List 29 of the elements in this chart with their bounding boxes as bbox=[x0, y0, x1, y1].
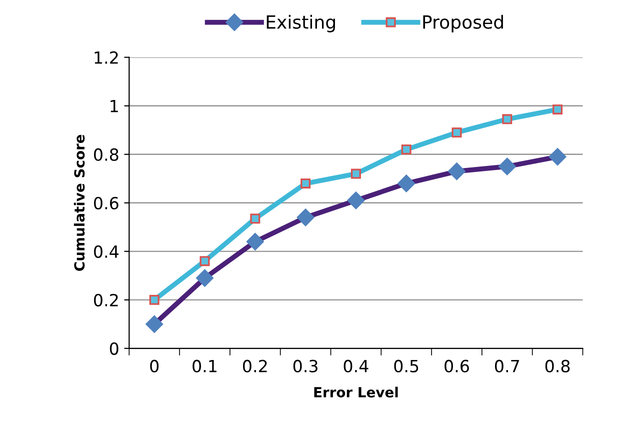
x-tick-label: 0.1 bbox=[192, 360, 216, 372]
point bbox=[149, 294, 160, 305]
point bbox=[502, 114, 512, 124]
x-tick-label: 0.2 bbox=[242, 360, 267, 372]
point bbox=[401, 144, 412, 154]
x-tick-label: 0.5 bbox=[394, 360, 418, 372]
y-tick-label: 1.2 bbox=[94, 51, 118, 64]
point bbox=[552, 104, 563, 114]
legend-label: Existing bbox=[266, 14, 335, 32]
point bbox=[300, 178, 311, 188]
point bbox=[350, 168, 361, 179]
y-axis-title: Cumulative Score bbox=[74, 134, 85, 271]
x-tick-label: 0.6 bbox=[444, 360, 469, 372]
y-tick-label: 0.4 bbox=[94, 245, 118, 258]
x-tick-label: 0.4 bbox=[344, 360, 368, 372]
legend-label: Proposed bbox=[423, 14, 503, 32]
x-tick-label: 0 bbox=[150, 360, 159, 372]
x-tick-label: 0.3 bbox=[293, 360, 318, 372]
point bbox=[200, 256, 210, 266]
x-tick-label: 0.8 bbox=[545, 360, 570, 372]
y-tick-label: 1 bbox=[110, 100, 118, 112]
x-axis-title: Error Level bbox=[314, 386, 398, 398]
y-tick-label: 0.6 bbox=[94, 196, 118, 210]
x-tick-label: 0.7 bbox=[494, 360, 519, 372]
point bbox=[452, 128, 462, 138]
point bbox=[250, 214, 260, 224]
y-tick-label: 0.2 bbox=[94, 294, 118, 306]
y-tick-label: 0 bbox=[110, 342, 118, 355]
y-tick-label: 0.8 bbox=[94, 148, 118, 161]
